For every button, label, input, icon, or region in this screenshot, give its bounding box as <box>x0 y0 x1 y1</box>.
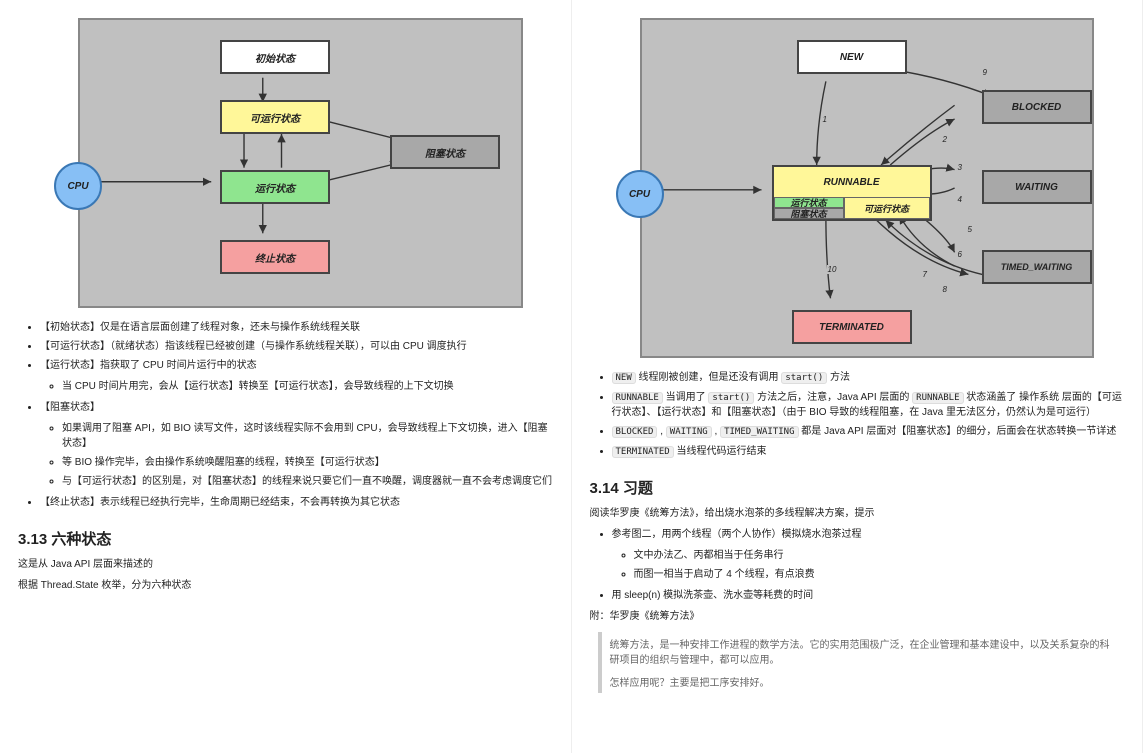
node-timed-waiting: TIMED_WAITING <box>982 250 1092 284</box>
edge-label: 5 <box>967 225 973 234</box>
edge-label: 7 <box>922 270 928 279</box>
right-bullet-list: NEW 线程刚被创建，但是还没有调用 start() 方法 RUNNABLE 当… <box>590 370 1125 459</box>
edge-label: 2 <box>942 135 948 144</box>
edge-label: 6 <box>957 250 963 259</box>
edge-label: 3 <box>957 163 963 172</box>
sub-bullet: 与【可运行状态】的区别是，对【阻塞状态】的线程来说只要它们一直不唤醒，调度器就一… <box>62 474 553 489</box>
paragraph: 这是从 Java API 层面来描述的 <box>18 557 553 572</box>
quote-block: 统筹方法，是一种安排工作进程的数学方法。它的实用范围极广泛，在企业管理和基本建设… <box>598 632 1125 693</box>
sub-bullet: 文中办法乙、丙都相当于任务串行 <box>634 548 1125 563</box>
node-runnable: 可运行状态 <box>220 100 330 134</box>
code-waiting: WAITING <box>666 426 712 438</box>
code-start: start() <box>708 392 754 404</box>
node-initial: 初始状态 <box>220 40 330 74</box>
right-page: 1 2 3 4 5 6 7 8 9 10 CPU NEW RUNNABLE 运行… <box>572 0 1143 753</box>
edge-label: 10 <box>827 265 838 274</box>
node-running: 运行状态 <box>220 170 330 204</box>
edge-label: 4 <box>957 195 963 204</box>
node-terminated: 终止状态 <box>220 240 330 274</box>
bullet: 【初始状态】仅是在语言层面创建了线程对象，还未与操作系统线程关联 <box>40 320 553 335</box>
task-bullet-list: 参考图二，用两个线程（两个人协作）模拟烧水泡茶过程 文中办法乙、丙都相当于任务串… <box>590 527 1125 603</box>
code-start: start() <box>781 372 827 384</box>
bullet: 用 sleep(n) 模拟洗茶壶、洗水壶等耗费的时间 <box>612 588 1125 603</box>
node-blocked: BLOCKED <box>982 90 1092 124</box>
sub-bullet: 当 CPU 时间片用完，会从【运行状态】转换至【可运行状态】，会导致线程的上下文… <box>62 379 553 394</box>
code-terminated: TERMINATED <box>612 446 674 458</box>
bullet: 参考图二，用两个线程（两个人协作）模拟烧水泡茶过程 文中办法乙、丙都相当于任务串… <box>612 527 1125 582</box>
sub-runnable: 可运行状态 <box>844 197 930 219</box>
bullet: 【终止状态】表示线程已经执行完毕，生命周期已经结束，不会再转换为其它状态 <box>40 495 553 510</box>
node-new: NEW <box>797 40 907 74</box>
bullet: 【阻塞状态】 如果调用了阻塞 API，如 BIO 读写文件，这时该线程实际不会用… <box>40 400 553 489</box>
quote-para: 怎样应用呢？主要是把工序安排好。 <box>610 674 1117 689</box>
node-waiting: WAITING <box>982 170 1092 204</box>
code-runnable2: RUNNABLE <box>912 392 963 404</box>
node-blocked: 阻塞状态 <box>390 135 500 169</box>
code-timed: TIMED_WAITING <box>720 426 798 438</box>
section-title-613: 3.13 六种状态 <box>18 528 553 549</box>
section-title-614: 3.14 习题 <box>590 477 1125 498</box>
cpu-label: CPU <box>629 189 650 200</box>
cpu-node: CPU <box>54 162 102 210</box>
quote-para: 统筹方法，是一种安排工作进程的数学方法。它的实用范围极广泛，在企业管理和基本建设… <box>610 636 1117 666</box>
diagram-six-states: 1 2 3 4 5 6 7 8 9 10 CPU NEW RUNNABLE 运行… <box>640 18 1095 358</box>
sub-bullet: 如果调用了阻塞 API，如 BIO 读写文件，这时该线程实际不会用到 CPU，会… <box>62 421 553 451</box>
bullet: TERMINATED 当线程代码运行结束 <box>612 444 1125 460</box>
node-runnable: RUNNABLE 运行状态 阻塞状态 可运行状态 <box>772 165 932 221</box>
bullet: RUNNABLE 当调用了 start() 方法之后，注意，Java API 层… <box>612 390 1125 421</box>
code-runnable: RUNNABLE <box>612 392 663 404</box>
bullet: 【可运行状态】（就绪状态）指该线程已经被创建（与操作系统线程关联），可以由 CP… <box>40 339 553 354</box>
sub-blocked: 阻塞状态 <box>774 208 844 219</box>
bullet: BLOCKED , WAITING , TIMED_WAITING 都是 Jav… <box>612 424 1125 440</box>
code-new: NEW <box>612 372 636 384</box>
sub-bullet: 等 BIO 操作完毕，会由操作系统唤醒阻塞的线程，转换至【可运行状态】 <box>62 455 553 470</box>
appendix-title: 附：华罗庚《统筹方法》 <box>590 609 1125 624</box>
edge-label: 9 <box>982 68 988 77</box>
bullet: NEW 线程刚被创建，但是还没有调用 start() 方法 <box>612 370 1125 386</box>
sub-bullet: 而图一相当于启动了 4 个线程，有点浪费 <box>634 567 1125 582</box>
edge-label: 1 <box>822 115 828 124</box>
paragraph: 阅读华罗庚《统筹方法》，给出烧水泡茶的多线程解决方案，提示 <box>590 506 1125 521</box>
edge-label: 8 <box>942 285 948 294</box>
node-terminated: TERMINATED <box>792 310 912 344</box>
cpu-label: CPU <box>67 181 88 192</box>
paragraph: 根据 Thread.State 枚举，分为六种状态 <box>18 578 553 593</box>
left-bullet-list: 【初始状态】仅是在语言层面创建了线程对象，还未与操作系统线程关联 【可运行状态】… <box>18 320 553 510</box>
code-blocked: BLOCKED <box>612 426 658 438</box>
diagram-five-states: CPU 初始状态 可运行状态 运行状态 阻塞状态 终止状态 <box>78 18 523 308</box>
cpu-node: CPU <box>616 170 664 218</box>
bullet: 【运行状态】指获取了 CPU 时间片运行中的状态 当 CPU 时间片用完，会从【… <box>40 358 553 394</box>
left-page: CPU 初始状态 可运行状态 运行状态 阻塞状态 终止状态 【初始状态】仅是在语… <box>0 0 572 753</box>
